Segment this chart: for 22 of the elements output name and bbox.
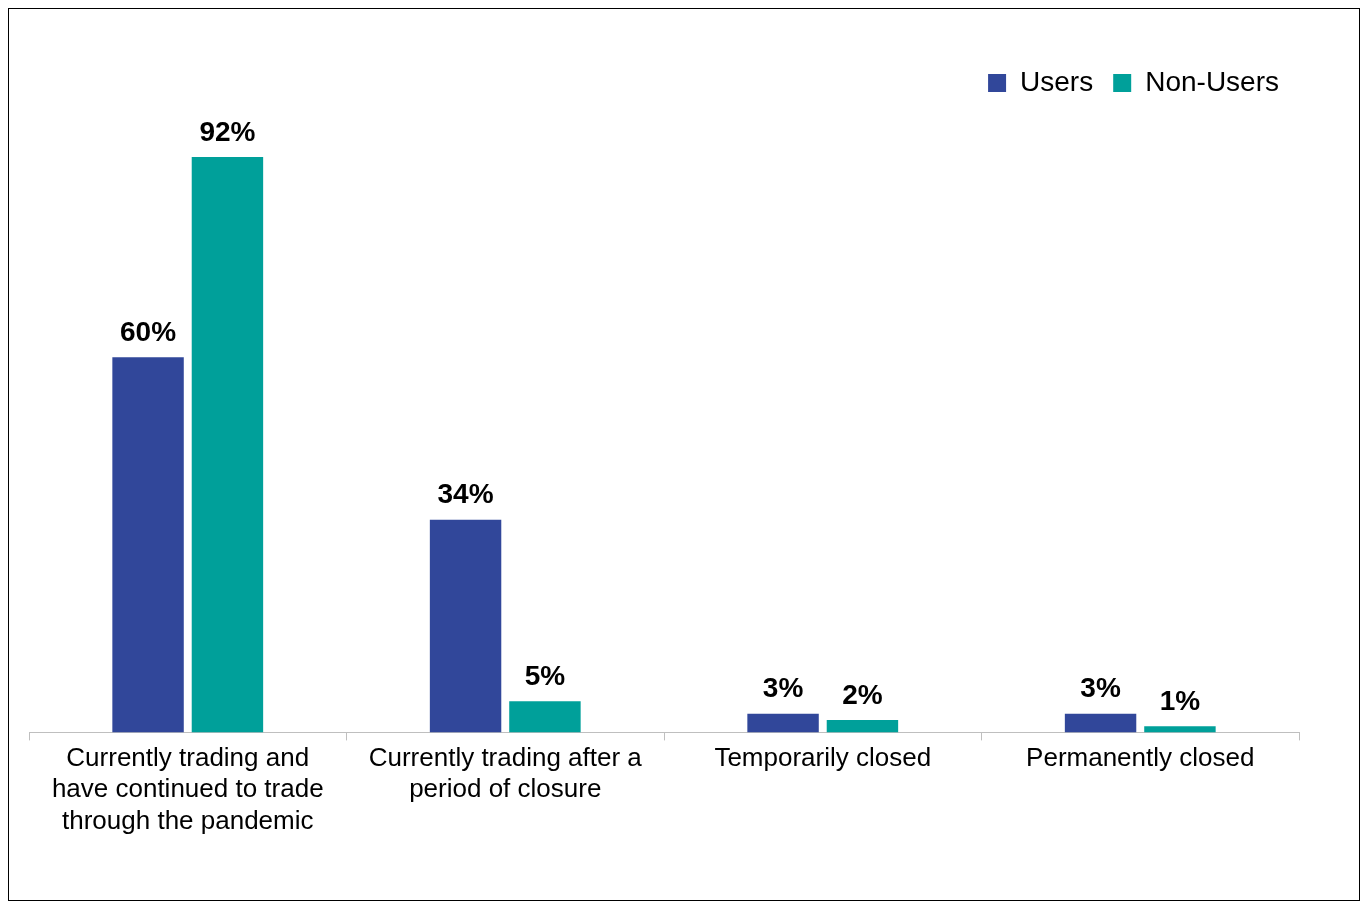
- x-tick-label: Permanently closed: [1026, 742, 1255, 773]
- data-label: 3%: [1080, 672, 1121, 704]
- x-tick-label: Currently trading after a period of closure: [368, 742, 643, 804]
- bar: [112, 357, 184, 733]
- data-label: 92%: [199, 115, 256, 147]
- data-label: 2%: [842, 678, 883, 710]
- bar: [826, 719, 899, 733]
- data-label: 34%: [437, 478, 494, 510]
- bar: [1064, 713, 1137, 733]
- legend-label: Non-Users: [1145, 65, 1280, 97]
- legend-label: Users: [1020, 65, 1094, 97]
- data-label: 5%: [524, 659, 566, 691]
- bar: [429, 519, 502, 733]
- bar: [191, 157, 264, 733]
- data-label: 60%: [120, 315, 177, 347]
- data-label: 1%: [1159, 684, 1201, 716]
- data-label: 3%: [762, 672, 804, 704]
- x-tick-label: Temporarily closed: [714, 742, 932, 773]
- x-tick-label: Currently trading and have continued to trade through the pandemic: [51, 742, 324, 835]
- bar: [747, 713, 819, 733]
- bar: [1144, 726, 1216, 733]
- bar: [509, 701, 581, 733]
